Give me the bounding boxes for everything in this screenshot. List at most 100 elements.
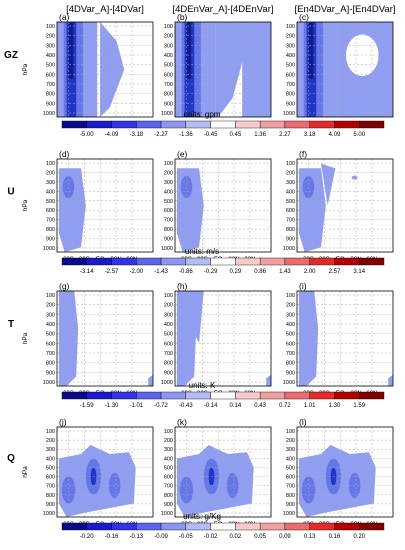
panel-label: (l) <box>299 417 307 427</box>
colorbar-box <box>259 120 286 129</box>
panel-label: (i) <box>299 281 307 291</box>
panel-frame <box>296 158 394 253</box>
panel-frame <box>56 21 154 118</box>
y-tick-label: 300 <box>164 180 173 186</box>
colorbar-box <box>86 257 112 266</box>
colorbar-box <box>136 522 162 531</box>
colorbar-tick-label: 0.86 <box>254 269 266 275</box>
colorbar-box <box>111 391 137 400</box>
panel-label: (b) <box>177 12 188 22</box>
colorbar-units-label: units: gpm <box>184 110 221 119</box>
shaded-region-negative <box>302 175 315 199</box>
colorbar-tick-label: -0.72 <box>154 403 168 409</box>
y-tick-label: 500 <box>164 465 173 471</box>
colorbar-tick-label: -1.43 <box>154 269 168 275</box>
colorbar-tick-label: 0.20 <box>353 534 365 540</box>
y-tick-label: 400 <box>286 456 295 462</box>
y-tick-label: 400 <box>46 189 55 195</box>
panel-frame <box>296 426 394 518</box>
y-tick-label: 500 <box>46 199 55 205</box>
colorbar-units-label: units: g/Kg <box>183 512 221 521</box>
colorbar-box <box>334 391 360 400</box>
colorbar-box <box>309 391 335 400</box>
y-tick-label: 600 <box>286 72 295 78</box>
shaded-region-negative <box>180 175 193 199</box>
colorbar-box <box>185 257 211 266</box>
y-tick-label: 300 <box>286 43 295 49</box>
colorbar-tick-label: -0.29 <box>204 269 218 275</box>
colorbar-box <box>111 522 137 531</box>
y-tick-label: 200 <box>286 438 295 444</box>
colorbar-box <box>185 522 211 531</box>
y-tick-label: 200 <box>46 303 55 309</box>
y-tick-label: 500 <box>46 465 55 471</box>
panel-label: (d) <box>59 149 70 159</box>
panel-label: (h) <box>177 281 188 291</box>
y-tick-label: 400 <box>286 189 295 195</box>
y-tick-label: 700 <box>286 351 295 357</box>
colorbar-box <box>61 391 87 400</box>
colorbar-tick-label: -1.36 <box>179 132 193 138</box>
shaded-region-negative <box>242 22 271 117</box>
y-tick-label: 100 <box>164 161 173 167</box>
colorbar-tick-label: 0.02 <box>230 534 242 540</box>
y-tick-label: 400 <box>46 456 55 462</box>
shaded-region-negative <box>266 374 271 386</box>
colorbar-units-label: units: m/s <box>185 247 219 256</box>
shaded-region-negative <box>321 163 336 206</box>
y-tick-label: 100 <box>164 293 173 299</box>
colorbar-tick-label: -3.14 <box>80 269 94 275</box>
colorbar-box <box>61 120 87 129</box>
colorbar-box <box>359 120 385 129</box>
y-tick-label: 800 <box>164 361 173 367</box>
colorbar-tick-label: 5.00 <box>353 132 365 138</box>
shaded-region-negative <box>298 291 319 386</box>
shaded-region-strong-negative <box>68 22 74 79</box>
y-tick-label: 1000 <box>161 511 173 517</box>
y-tick-label: 600 <box>286 341 295 347</box>
y-tick-label: 100 <box>286 293 295 299</box>
y-tick-label: 900 <box>286 370 295 376</box>
y-tick-label: 700 <box>286 218 295 224</box>
colorbar-tick-label: -0.14 <box>204 403 218 409</box>
y-tick-label: 300 <box>46 447 55 453</box>
y-tick-label: 700 <box>286 484 295 490</box>
colorbar-tick-label: -0.16 <box>105 534 119 540</box>
y-tick-label: 300 <box>286 180 295 186</box>
y-tick-label: 500 <box>164 332 173 338</box>
y-tick-label: 700 <box>46 351 55 357</box>
colorbar-box <box>210 522 236 531</box>
y-tick-label: 1000 <box>161 111 173 117</box>
y-tick-label: 900 <box>46 502 55 508</box>
y-tick-label: 500 <box>164 63 173 69</box>
colorbar-box <box>235 391 261 400</box>
row-variable-label: Q <box>7 453 15 464</box>
colorbar-box <box>61 257 87 266</box>
colorbar-tick-label: -0.13 <box>129 534 143 540</box>
panel-frame <box>174 426 272 518</box>
colorbar-box <box>235 257 261 266</box>
y-tick-label: 200 <box>46 170 55 176</box>
colorbar-tick-label: 0.05 <box>254 534 266 540</box>
panel-label: (j) <box>59 417 67 427</box>
y-tick-label: 300 <box>46 180 55 186</box>
panel-label: (k) <box>177 417 187 427</box>
y-tick-label: 200 <box>286 170 295 176</box>
colorbar-tick-label: 2.00 <box>304 269 316 275</box>
y-tick-label: 700 <box>164 351 173 357</box>
shaded-region-negative <box>388 374 393 386</box>
colorbar-tick-label: -2.27 <box>154 132 168 138</box>
colorbar-tick-label: 1.36 <box>254 132 266 138</box>
colorbar-tick-label: -0.45 <box>204 132 218 138</box>
y-tick-label: 600 <box>286 208 295 214</box>
y-tick-label: 900 <box>164 237 173 243</box>
colorbar-box <box>136 257 162 266</box>
y-tick-label: 800 <box>164 493 173 499</box>
colorbar-box <box>160 391 187 400</box>
shaded-region-negative <box>179 476 194 504</box>
y-tick-label: 1000 <box>283 511 295 517</box>
y-tick-label: 900 <box>46 101 55 107</box>
y-tick-label: 600 <box>286 475 295 481</box>
y-tick-label: 300 <box>286 447 295 453</box>
colorbar-tick-label: -0.86 <box>179 269 193 275</box>
